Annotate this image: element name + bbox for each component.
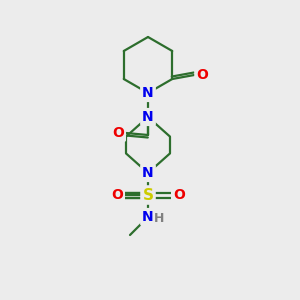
Text: N: N [142,86,154,100]
Text: N: N [142,166,154,180]
Text: N: N [142,110,154,124]
Text: O: O [111,188,123,202]
Text: O: O [112,126,124,140]
Text: N: N [142,210,154,224]
Text: S: S [142,188,154,202]
Text: H: H [154,212,164,226]
Text: O: O [173,188,185,202]
Text: O: O [196,68,208,82]
